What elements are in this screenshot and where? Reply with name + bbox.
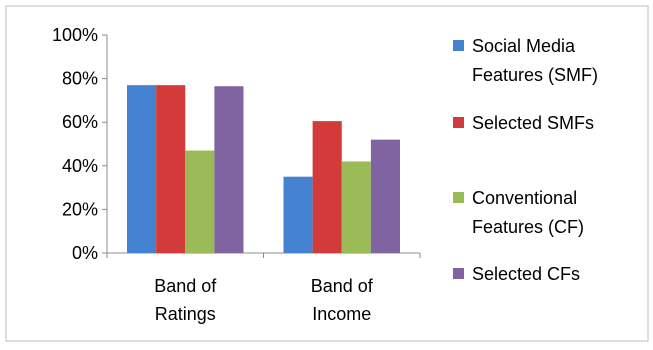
legend: Social Media Features (SMF) Selected SMFs C… [453, 36, 598, 284]
bar [214, 86, 244, 253]
legend-item: Social Media Features (SMF) [453, 36, 598, 85]
x-category-label: Band of [154, 276, 217, 296]
bar [370, 139, 400, 253]
y-tick-label: 20% [62, 199, 98, 219]
bar [312, 121, 342, 253]
bar [341, 161, 371, 253]
legend-swatch [453, 268, 464, 279]
bar [127, 85, 157, 253]
legend-swatch [453, 40, 464, 51]
legend-label: Selected SMFs [472, 113, 594, 133]
x-category-label: Ratings [155, 304, 216, 324]
legend-label: Features (CF) [472, 217, 584, 237]
x-category-label: Income [312, 304, 371, 324]
legend-item: Selected CFs [453, 264, 580, 284]
y-tick-label: 60% [62, 112, 98, 132]
y-tick-label: 80% [62, 69, 98, 89]
bars [127, 85, 400, 253]
legend-swatch [453, 192, 464, 203]
y-tick-label: 100% [52, 25, 98, 45]
x-category-label: Band of [311, 276, 374, 296]
legend-swatch [453, 117, 464, 128]
y-axis-ticks: 0% 20% 40% 60% 80% 100% [52, 25, 107, 263]
legend-label: Conventional [472, 188, 577, 208]
y-tick-label: 0% [72, 243, 98, 263]
bar [156, 85, 186, 253]
legend-label: Social Media [472, 36, 576, 56]
legend-label: Selected CFs [472, 264, 580, 284]
x-axis-labels: Band of Ratings Band of Income [154, 276, 374, 324]
y-tick-label: 40% [62, 156, 98, 176]
legend-item: Conventional Features (CF) [453, 188, 584, 237]
bar [283, 176, 313, 253]
legend-item: Selected SMFs [453, 113, 594, 133]
legend-label: Features (SMF) [472, 65, 598, 85]
bar [185, 150, 215, 253]
